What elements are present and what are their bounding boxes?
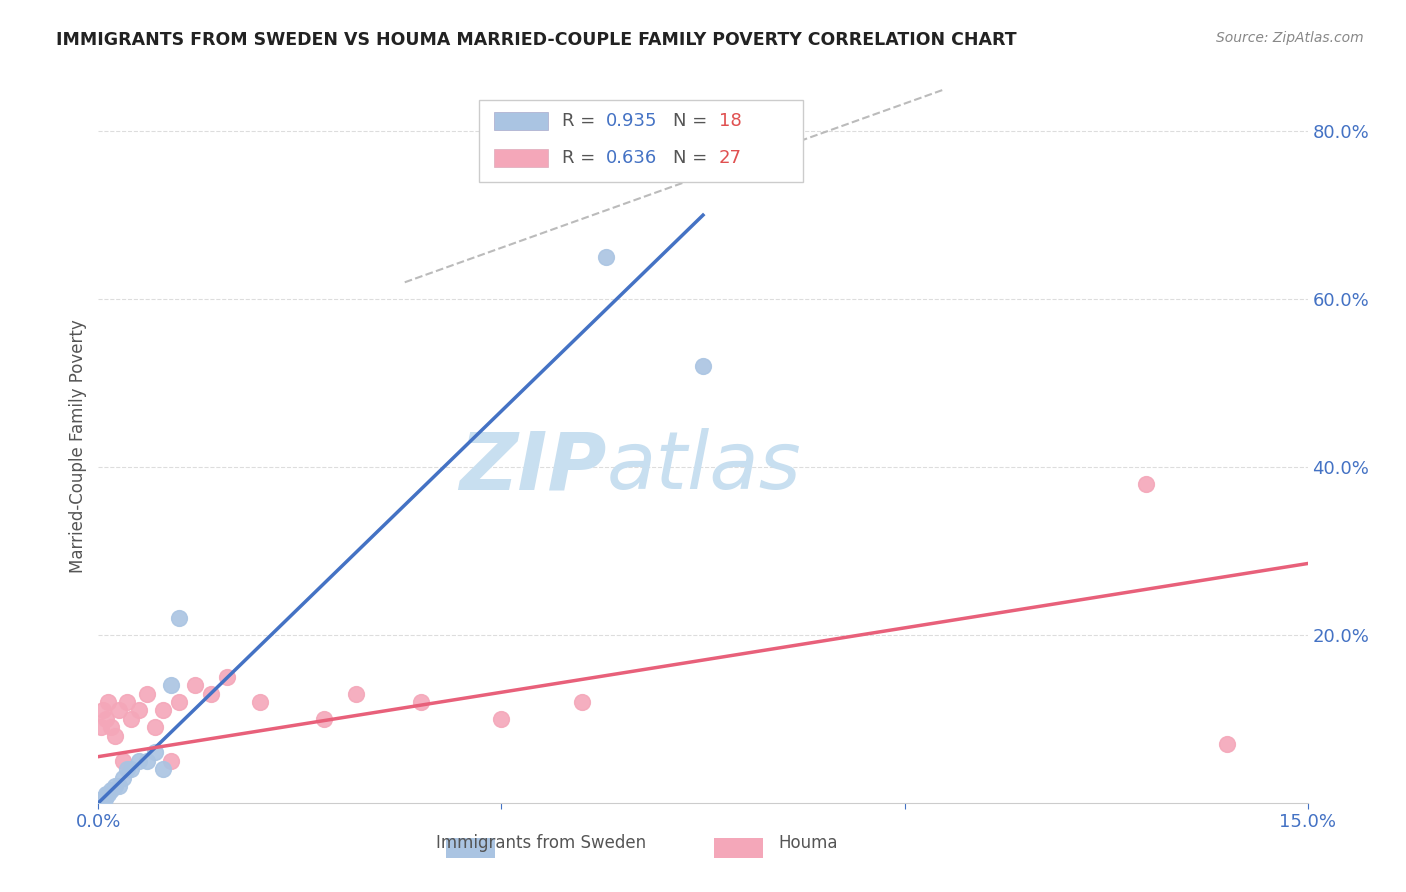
Point <box>97 788 120 802</box>
Point <box>91 791 114 805</box>
Point <box>160 754 183 768</box>
Point <box>120 712 142 726</box>
Text: 0.935: 0.935 <box>606 112 658 130</box>
Point <box>692 359 714 374</box>
Point <box>143 746 166 760</box>
Point <box>217 670 239 684</box>
Point <box>314 712 336 726</box>
Text: 27: 27 <box>718 150 742 168</box>
Text: 18: 18 <box>718 112 741 130</box>
FancyBboxPatch shape <box>494 150 548 168</box>
Text: N =: N = <box>672 150 713 168</box>
Point <box>200 687 222 701</box>
Point <box>120 762 142 776</box>
Point <box>115 762 138 776</box>
Point <box>128 703 150 717</box>
Point <box>1216 737 1239 751</box>
Point <box>143 720 166 734</box>
Point <box>94 791 117 805</box>
Point <box>160 678 183 692</box>
Point <box>111 771 134 785</box>
Text: R =: R = <box>561 112 600 130</box>
Point <box>344 687 367 701</box>
Point <box>167 695 190 709</box>
Point <box>100 783 122 797</box>
Point <box>184 678 207 692</box>
Text: N =: N = <box>672 112 713 130</box>
FancyBboxPatch shape <box>446 838 495 858</box>
Point <box>107 703 129 717</box>
Text: atlas: atlas <box>606 428 801 507</box>
Point <box>152 762 174 776</box>
FancyBboxPatch shape <box>479 100 803 182</box>
Text: IMMIGRANTS FROM SWEDEN VS HOUMA MARRIED-COUPLE FAMILY POVERTY CORRELATION CHART: IMMIGRANTS FROM SWEDEN VS HOUMA MARRIED-… <box>56 31 1017 49</box>
Point <box>115 695 138 709</box>
Point <box>491 712 513 726</box>
Point <box>103 729 125 743</box>
Point <box>135 754 157 768</box>
Point <box>595 250 617 264</box>
Point <box>167 611 190 625</box>
Point <box>97 695 120 709</box>
Point <box>107 779 129 793</box>
Text: Source: ZipAtlas.com: Source: ZipAtlas.com <box>1216 31 1364 45</box>
Point <box>152 703 174 717</box>
Text: ZIP: ZIP <box>458 428 606 507</box>
FancyBboxPatch shape <box>494 112 548 130</box>
Text: Immigrants from Sweden: Immigrants from Sweden <box>436 834 647 852</box>
Point <box>128 754 150 768</box>
Point <box>96 788 118 802</box>
Point <box>100 720 122 734</box>
Point <box>91 703 114 717</box>
Text: Houma: Houma <box>779 834 838 852</box>
Point <box>96 712 118 726</box>
Point <box>90 720 112 734</box>
Y-axis label: Married-Couple Family Poverty: Married-Couple Family Poverty <box>69 319 87 573</box>
FancyBboxPatch shape <box>714 838 763 858</box>
Text: R =: R = <box>561 150 600 168</box>
Point <box>571 695 593 709</box>
Point <box>103 779 125 793</box>
Point <box>409 695 432 709</box>
Text: 0.636: 0.636 <box>606 150 658 168</box>
Point <box>249 695 271 709</box>
Point <box>1135 476 1157 491</box>
Point <box>135 687 157 701</box>
Point <box>111 754 134 768</box>
